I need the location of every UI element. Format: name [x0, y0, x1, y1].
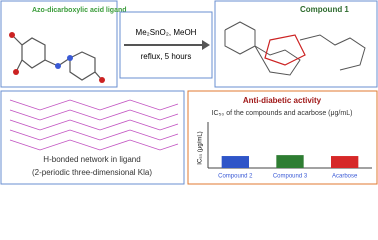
x-tick-label: Compound 3 [273, 174, 308, 180]
bar [331, 156, 359, 168]
tin-core [264, 34, 306, 66]
network [9, 99, 179, 151]
product-panel [214, 0, 378, 88]
ligand-panel [0, 0, 118, 88]
network-subtitle: (2-periodic three-dimensional Kla) [32, 168, 152, 177]
network-title: H-bonded network in ligand [43, 155, 140, 164]
y-axis-label: IC₅₀ (μg/mL) [198, 131, 204, 164]
conditions: reflux, 5 hours [141, 52, 192, 61]
activity-subtitle: IC₅₀ of the compounds and acarbose (μg/m… [212, 110, 353, 117]
bar [221, 156, 249, 168]
x-tick-label: Acarbose [332, 174, 358, 180]
activity-title: Anti-diabetic activity [243, 96, 322, 105]
product-label: Compound 1 [300, 5, 349, 14]
graphical-abstract: Azo-dicarboxylic acid ligand Me₂SnO₂, Me… [0, 0, 378, 185]
ligand-label: Azo-dicarboxylic acid ligand [32, 7, 127, 14]
bar [276, 155, 304, 168]
reagents: Me₂SnO₂, MeOH [136, 28, 197, 37]
atoms [9, 32, 105, 83]
product-structure [224, 21, 366, 76]
arrow-head [202, 40, 210, 50]
x-tick-label: Compound 2 [218, 174, 253, 180]
